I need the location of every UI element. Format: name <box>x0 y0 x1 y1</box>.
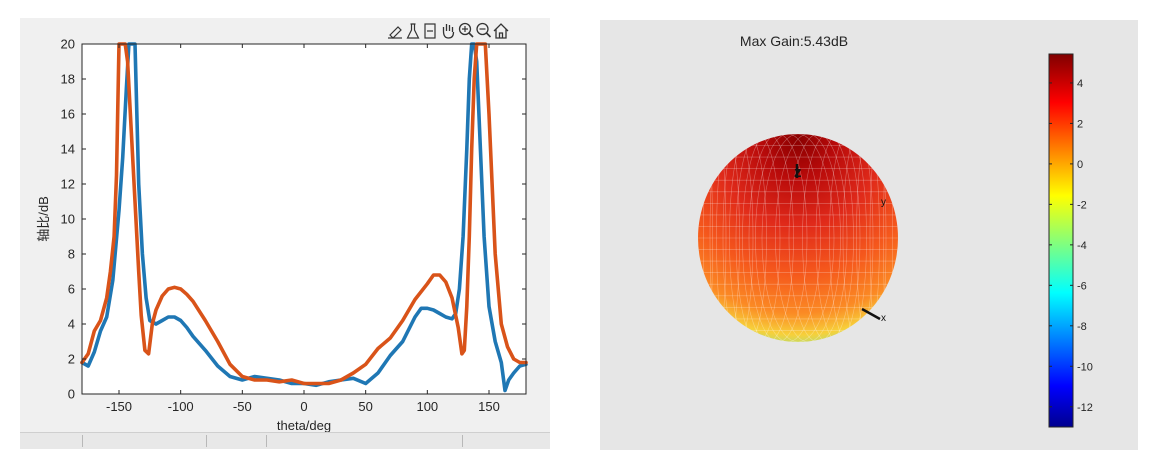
mesh-meridian <box>716 134 740 342</box>
status-separator <box>266 435 267 447</box>
sphere-mesh <box>698 134 898 342</box>
y-tick-label: 18 <box>61 72 75 87</box>
colorbar-tick-label: -2 <box>1077 199 1087 211</box>
mesh-meridian <box>815 134 861 342</box>
data-cursor-icon[interactable] <box>422 22 440 40</box>
mesh-meridian <box>748 134 808 342</box>
z-axis-label: z <box>794 164 802 181</box>
mesh-meridian <box>735 134 781 342</box>
flask-icon[interactable] <box>405 22 423 40</box>
status-bar <box>20 432 550 449</box>
axis-y: y <box>881 197 886 208</box>
y-tick-label: 0 <box>68 387 75 402</box>
series-line-2 <box>80 42 528 386</box>
mesh-meridian <box>788 134 848 342</box>
mesh-meridian <box>755 134 821 342</box>
y-tick-label: 4 <box>68 317 75 332</box>
status-separator <box>206 435 207 447</box>
pan-hand-icon[interactable] <box>440 22 458 40</box>
mesh-meridian <box>709 134 727 342</box>
mesh-meridian <box>761 134 835 342</box>
mesh-meridian <box>703 134 713 342</box>
x-tick-label: 100 <box>416 399 438 414</box>
x-tick-label: -50 <box>233 399 252 414</box>
sphere-surface <box>698 134 898 342</box>
y-tick-label: 2 <box>68 352 75 367</box>
gain-pattern-plot: Max Gain:5.43dB z y x 4 2 0 -2 -4 -6 -8 -10 -12 <box>698 33 1093 428</box>
colorbar-tick-label: 0 <box>1077 159 1083 171</box>
colorbar <box>1048 53 1074 428</box>
radiation-sphere <box>698 134 898 342</box>
max-gain-title: Max Gain:5.43dB <box>740 33 848 49</box>
y-tick-label: 16 <box>61 107 75 122</box>
mesh-meridian <box>883 134 893 342</box>
plot-area <box>82 44 526 394</box>
x-ticks: -150 -100 -50 0 50 100 150 <box>106 44 500 414</box>
y-tick-label: 6 <box>68 282 75 297</box>
mesh-meridian <box>829 134 867 342</box>
figure-toolbar <box>387 22 510 40</box>
colorbar-tick-label: -10 <box>1077 361 1093 373</box>
mesh-meridian <box>775 134 841 342</box>
y-tick-label: 8 <box>68 247 75 262</box>
x-axis-label: theta/deg <box>277 418 331 432</box>
mesh-meridian <box>842 134 874 342</box>
x-tick-label: 150 <box>478 399 500 414</box>
mesh-meridian <box>742 134 794 342</box>
status-separator <box>82 435 83 447</box>
y-axis-label: 轴比/dB <box>36 196 51 242</box>
x-tick-label: -100 <box>168 399 194 414</box>
mesh-meridian <box>729 134 767 342</box>
y-axis-label: y <box>881 197 886 208</box>
brush-icon[interactable] <box>387 22 405 40</box>
colorbar-tick-label: -4 <box>1077 240 1087 252</box>
left-figure-panel: -150 -100 -50 0 50 100 150 0 2 4 6 8 10 12 14 16 18 20 t… <box>20 18 550 449</box>
home-icon[interactable] <box>492 22 510 40</box>
y-tick-label: 20 <box>61 37 75 52</box>
zoom-out-icon[interactable] <box>475 22 493 40</box>
axial-ratio-chart: -150 -100 -50 0 50 100 150 0 2 4 6 8 10 12 14 16 18 20 t… <box>36 22 528 433</box>
x-axis-label: x <box>881 313 886 324</box>
x-tick-label: 50 <box>358 399 372 414</box>
mesh-meridian <box>869 134 887 342</box>
y-tick-label: 12 <box>61 177 75 192</box>
mesh-meridian <box>856 134 880 342</box>
x-tick-label: -150 <box>106 399 132 414</box>
zoom-in-icon[interactable] <box>457 22 475 40</box>
mesh-meridian <box>722 134 754 342</box>
mesh-meridian <box>802 134 854 342</box>
colorbar-tick-label: -8 <box>1077 321 1087 333</box>
y-tick-label: 14 <box>61 142 75 157</box>
colorbar-tick-label: 4 <box>1077 78 1083 90</box>
colorbar-tick-label: -12 <box>1077 402 1093 414</box>
colorbar-tick-label: -6 <box>1077 280 1087 292</box>
colorbar-tick-label: 2 <box>1077 118 1083 130</box>
y-ticks: 0 2 4 6 8 10 12 14 16 18 20 <box>61 37 526 402</box>
axis-x: x <box>861 307 886 324</box>
y-tick-label: 10 <box>61 212 75 227</box>
x-tick-label: 0 <box>300 399 307 414</box>
status-separator <box>462 435 463 447</box>
right-figure-panel: Max Gain:5.43dB z y x 4 2 0 -2 -4 -6 -8 -10 -12 <box>600 20 1138 450</box>
axis-z: z <box>794 164 802 181</box>
colorbar-ticks: 4 2 0 -2 -4 -6 -8 -10 -12 <box>1049 78 1093 414</box>
x-axis-line <box>861 307 881 321</box>
